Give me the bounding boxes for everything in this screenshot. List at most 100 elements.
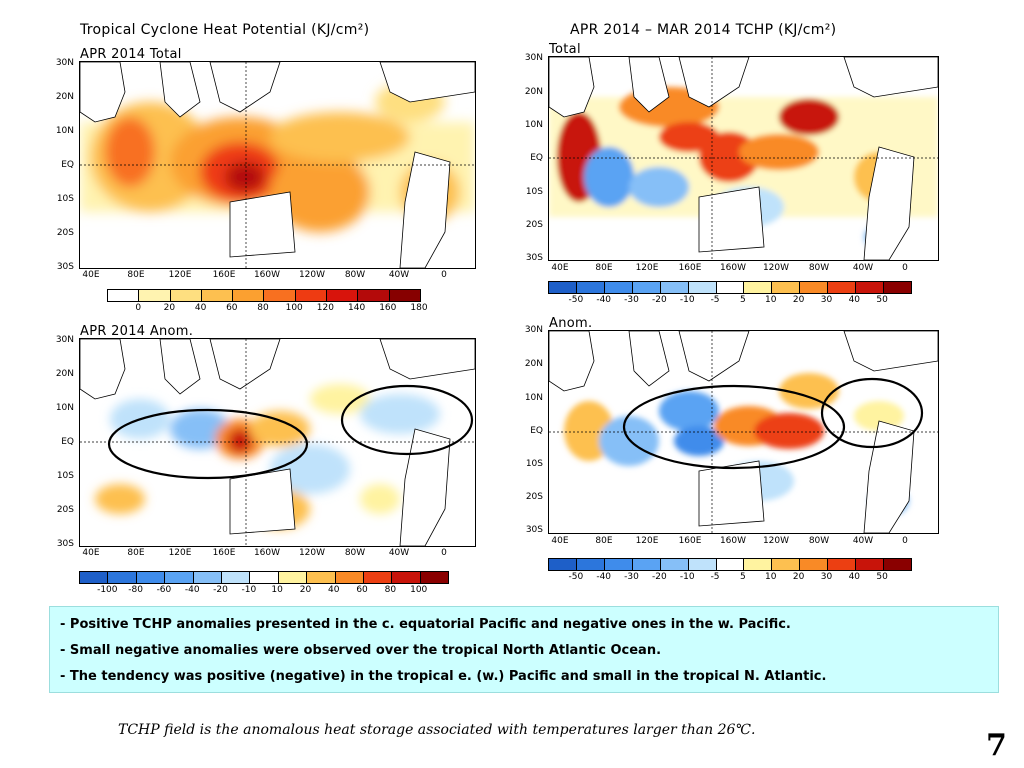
colorbar-tick-label: 40 [848, 572, 861, 582]
colorbar-swatch [233, 290, 265, 301]
colorbar-swatch [632, 282, 661, 293]
lat-label: 10S [56, 194, 74, 204]
colorbar-swatch [744, 282, 773, 293]
colorbar-tick-label: -5 [710, 295, 720, 305]
colorbar-tick-label: 0 [135, 303, 142, 313]
colorbar-swatch [549, 559, 577, 570]
lon-label: 40W [388, 270, 410, 280]
panel-subtitle: Total [549, 42, 581, 57]
colorbar-tick-label: 10 [765, 295, 777, 305]
colorbar-tick-label: 20 [163, 303, 176, 313]
colorbar-tick-label: -60 [156, 585, 172, 595]
colorbar-swatch [420, 572, 449, 583]
lon-label: 80E [595, 536, 613, 546]
lon-label: 80W [344, 548, 366, 558]
lon-label: 120E [168, 548, 192, 558]
colorbar-tick-label: -80 [128, 585, 143, 595]
lon-label: 80W [344, 270, 366, 280]
panel-subtitle: APR 2014 Total [80, 47, 182, 62]
colorbar-tick-label: 80 [384, 585, 397, 595]
colorbar-swatch [139, 290, 171, 301]
note-text: Positive TCHP anomalies presented in the… [69, 617, 791, 632]
colorbar-swatch [389, 290, 420, 301]
lat-label: 20N [524, 359, 543, 369]
lon-label: 80W [808, 263, 830, 273]
colorbar-tick-label: 5 [740, 295, 746, 305]
colorbar-tick-label: 80 [257, 303, 269, 313]
colorbar-swatch [660, 282, 689, 293]
colorbar-swatch [744, 559, 773, 570]
colorbar-tick-label: 40 [328, 585, 340, 595]
lat-label: 20S [56, 505, 74, 515]
colorbar-swatch [221, 572, 251, 583]
note-text: The tendency was positive (negative) in … [69, 669, 827, 684]
colorbar-anom-labels: -100 -80 -60 -40 -20 -10 10 20 40 60 80 100 [79, 585, 447, 597]
colorbar-swatch [576, 559, 605, 570]
colorbar-tick-label: 100 [285, 303, 303, 313]
colorbar-tick-label: 180 [410, 303, 428, 313]
colorbar-tick-label: -20 [652, 572, 667, 582]
lon-label: 120W [298, 548, 326, 558]
colorbar-swatch [632, 559, 661, 570]
colorbar-swatch [335, 572, 364, 583]
note-line-1: - Positive TCHP anomalies presented in t… [60, 617, 791, 632]
colorbar-swatch [250, 572, 279, 583]
colorbar-swatch [800, 282, 829, 293]
note-line-3: - The tendency was positive (negative) i… [60, 669, 827, 684]
colorbar-swatch [170, 290, 202, 301]
colorbar-swatch [108, 572, 137, 583]
colorbar-swatch [576, 282, 605, 293]
lat-label: EQ [61, 437, 74, 447]
lat-label: 10S [525, 187, 543, 197]
lon-label: 80W [808, 536, 830, 546]
lon-label: 40E [82, 270, 100, 280]
colorbar-swatch [327, 290, 359, 301]
lon-label: 40E [551, 536, 569, 546]
colorbar-swatch [264, 290, 296, 301]
colorbar-swatch [295, 290, 328, 301]
colorbar-total [107, 289, 421, 302]
highlight-ellipse-w-pacific [107, 408, 309, 480]
colorbar-tick-label: -10 [679, 572, 695, 582]
lon-label: 40E [82, 548, 100, 558]
heatmap-tendency-total [548, 56, 939, 261]
colorbar-tick-label: 20 [792, 295, 805, 305]
colorbar-tick-label: 160 [379, 303, 397, 313]
lon-label: 120W [762, 263, 790, 273]
heatmap-tendency-anom-graphic [549, 331, 938, 533]
colorbar-swatch [549, 282, 577, 293]
colorbar-tick-label: -50 [568, 295, 584, 305]
colorbar-swatch [165, 572, 194, 583]
colorbar-swatch [772, 282, 801, 293]
lat-label: 10N [55, 403, 74, 413]
colorbar-swatch [307, 572, 336, 583]
colorbar-swatch [828, 282, 857, 293]
colorbar-tick-label: 100 [410, 585, 428, 595]
colorbar-swatch [358, 290, 390, 301]
colorbar-tick-label: 30 [820, 295, 833, 305]
lat-label: 30N [524, 325, 543, 335]
colorbar-tick-label: -40 [596, 572, 612, 582]
colorbar-tick-label: 50 [876, 295, 888, 305]
colorbar-tick-label: -50 [568, 572, 584, 582]
colorbar-swatch [716, 559, 745, 570]
lon-label: 40E [551, 263, 569, 273]
colorbar-swatch [604, 282, 633, 293]
colorbar-anom [79, 571, 449, 584]
lon-label: 40W [388, 548, 410, 558]
lon-label: 40W [852, 536, 874, 546]
lat-label: 30N [55, 58, 74, 68]
panel-subtitle: Anom. [549, 316, 593, 331]
colorbar-swatch [828, 559, 857, 570]
colorbar-total-labels: 0 20 40 60 80 100 120 140 160 180 [107, 303, 427, 315]
colorbar-swatch [80, 572, 109, 583]
lat-label: 20N [524, 87, 543, 97]
colorbar-swatch [800, 559, 829, 570]
lon-label: 160E [212, 270, 236, 280]
colorbar-tick-label: -40 [596, 295, 612, 305]
colorbar-swatch [688, 282, 717, 293]
lat-label: 30S [525, 525, 543, 535]
footnote: TCHP field is the anomalous heat storage… [118, 722, 756, 738]
lon-label: 160W [253, 270, 281, 280]
summary-notes-box: - Positive TCHP anomalies presented in t… [49, 606, 999, 693]
